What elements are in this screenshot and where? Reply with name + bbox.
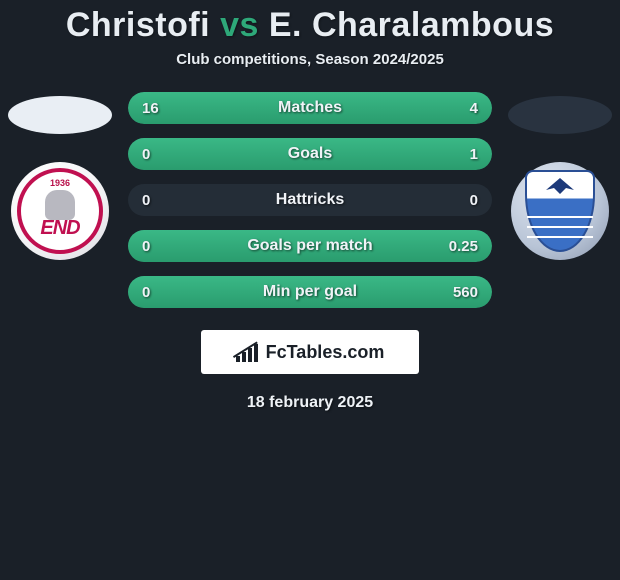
title-player-left: Christofi [66,6,210,44]
date-label: 18 february 2025 [0,394,620,412]
stat-bar-right [419,92,492,124]
stat-value-right: 560 [453,284,478,301]
title-player-right: E. Charalambous [269,6,554,44]
stat-row: 0 Min per goal 560 [128,276,492,308]
main-row: 1936 END 16 Matches 4 0 Goals 1 0 Hattricks 0 0 Go… [0,92,620,322]
stat-value-left: 0 [142,238,150,255]
stat-row: 0 Goals per match 0.25 [128,230,492,262]
stat-label: Goals [288,145,332,163]
page-title: Christofi vs E. Charalambous [0,6,620,45]
subtitle: Club competitions, Season 2024/2025 [0,51,620,68]
club-badge-right [511,162,609,260]
stat-value-left: 16 [142,100,159,117]
player-avatar-right [508,96,612,134]
stat-label: Matches [278,99,342,117]
stat-row: 0 Hattricks 0 [128,184,492,216]
stat-row: 16 Matches 4 [128,92,492,124]
comparison-card: Christofi vs E. Charalambous Club compet… [0,0,620,412]
title-vs: vs [220,6,259,44]
stat-row: 0 Goals 1 [128,138,492,170]
stat-bar-left [128,92,419,124]
bar-chart-icon [236,342,260,362]
stats-column: 16 Matches 4 0 Goals 1 0 Hattricks 0 0 Goals per m… [120,92,500,322]
stat-value-left: 0 [142,192,150,209]
player-avatar-left [8,96,112,134]
stat-label: Hattricks [276,191,344,209]
badge-left-year: 1936 [50,178,70,188]
club-badge-left: 1936 END [11,162,109,260]
stat-label: Min per goal [263,283,357,301]
stat-value-left: 0 [142,284,150,301]
badge-left-text: END [40,217,79,240]
stat-value-right: 4 [470,100,478,117]
stat-value-right: 0 [470,192,478,209]
stat-value-left: 0 [142,146,150,163]
stat-label: Goals per match [247,237,372,255]
stat-value-right: 1 [470,146,478,163]
brand-box[interactable]: FcTables.com [201,330,419,374]
stat-value-right: 0.25 [449,238,478,255]
right-side [500,92,620,260]
badge-left-figure-icon [45,190,75,220]
left-side: 1936 END [0,92,120,260]
brand-name: FcTables.com [266,342,385,363]
eagle-icon [540,176,580,196]
